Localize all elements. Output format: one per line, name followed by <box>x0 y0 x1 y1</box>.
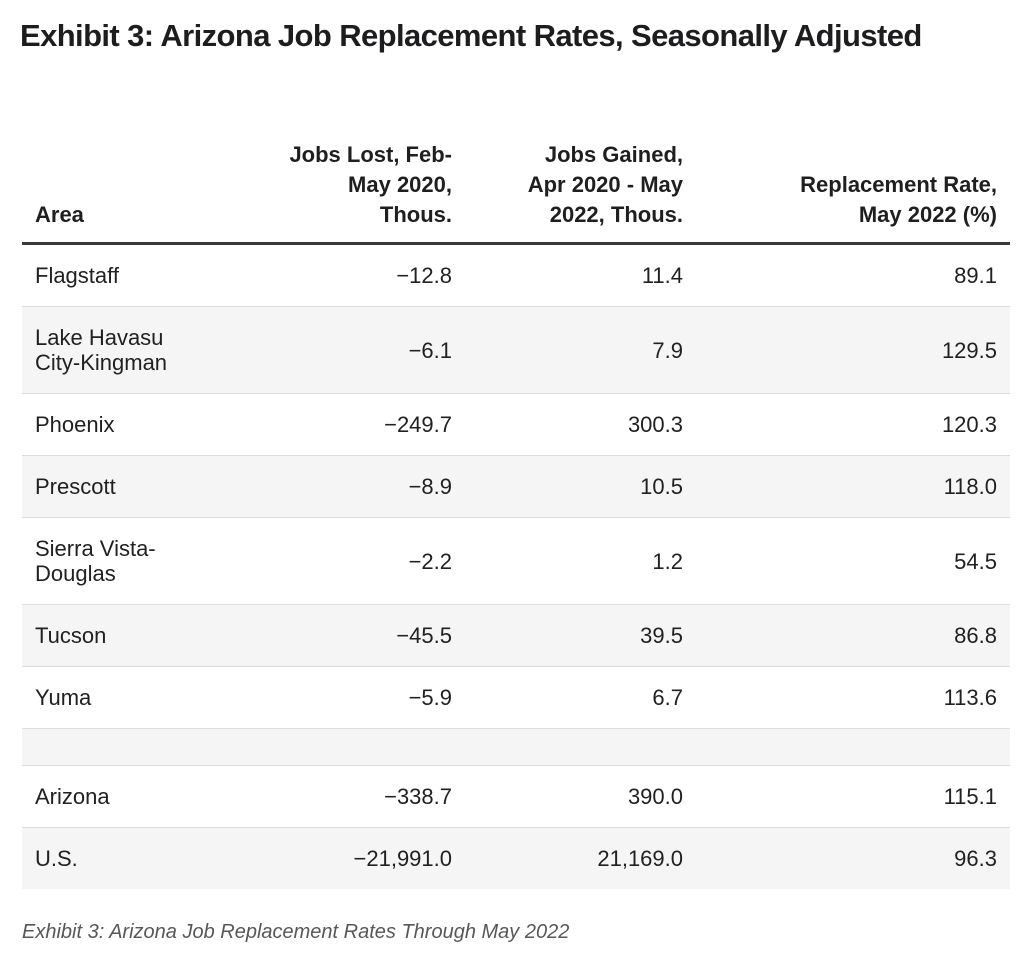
table-row: Phoenix −249.7 300.3 120.3 <box>22 393 1010 456</box>
spacer-cell <box>22 728 1010 766</box>
cell-replacement-rate: 113.6 <box>696 666 1010 729</box>
cell-jobs-lost: −2.2 <box>262 517 465 605</box>
cell-replacement-rate: 129.5 <box>696 306 1010 394</box>
cell-jobs-gained: 7.9 <box>465 306 696 394</box>
table-row: U.S. −21,991.0 21,169.0 96.3 <box>22 827 1010 889</box>
table-row: Sierra Vista- Douglas −2.2 1.2 54.5 <box>22 517 1010 605</box>
cell-area: Tucson <box>22 604 262 667</box>
cell-jobs-lost: −249.7 <box>262 393 465 456</box>
cell-area: Prescott <box>22 455 262 518</box>
column-header-replacement-rate: Replacement Rate, May 2022 (%) <box>696 140 1010 245</box>
cell-jobs-lost: −12.8 <box>396 263 452 288</box>
cell-replacement-rate: 54.5 <box>696 517 1010 605</box>
replacement-rates-table: Area Jobs Lost, Feb- May 2020, Thous. Jo… <box>22 140 1010 889</box>
cell-area: Arizona <box>22 765 262 828</box>
cell-jobs-gained: 300.3 <box>465 393 696 456</box>
header-row: Area Jobs Lost, Feb- May 2020, Thous. Jo… <box>22 140 1010 245</box>
cell-replacement-rate: 89.1 <box>954 263 997 288</box>
cell-area: Sierra Vista- Douglas <box>22 517 262 605</box>
table-row: Flagstaff −12.8 11.4 89.1 <box>22 244 1010 307</box>
cell-area: Flagstaff <box>35 263 119 288</box>
page-title: Exhibit 3: Arizona Job Replacement Rates… <box>20 18 922 53</box>
table-body: Flagstaff −12.8 11.4 89.1 Lake Havasu City-K… <box>22 244 1010 889</box>
table-row: Lake Havasu City-Kingman −6.1 7.9 129.5 <box>22 306 1010 394</box>
cell-jobs-gained: 6.7 <box>465 666 696 729</box>
cell-area: Lake Havasu City-Kingman <box>22 306 262 394</box>
table-row: Prescott −8.9 10.5 118.0 <box>22 455 1010 518</box>
cell-jobs-lost: −6.1 <box>262 306 465 394</box>
cell-jobs-lost: −21,991.0 <box>262 827 465 889</box>
table-container: Area Jobs Lost, Feb- May 2020, Thous. Jo… <box>22 140 1010 889</box>
table-caption: Exhibit 3: Arizona Job Replacement Rates… <box>22 921 570 943</box>
cell-jobs-gained: 10.5 <box>465 455 696 518</box>
cell-jobs-lost: −5.9 <box>262 666 465 729</box>
cell-jobs-gained: 390.0 <box>465 765 696 828</box>
table-header: Area Jobs Lost, Feb- May 2020, Thous. Jo… <box>22 140 1010 245</box>
cell-area: Yuma <box>22 666 262 729</box>
column-header-jobs-gained: Jobs Gained, Apr 2020 - May 2022, Thous. <box>465 140 696 245</box>
cell-jobs-lost: −8.9 <box>262 455 465 518</box>
cell-replacement-rate: 115.1 <box>696 765 1010 828</box>
cell-area: Phoenix <box>22 393 262 456</box>
cell-jobs-lost: −45.5 <box>262 604 465 667</box>
cell-jobs-gained: 21,169.0 <box>465 827 696 889</box>
cell-jobs-lost: −338.7 <box>262 765 465 828</box>
table-row: Arizona −338.7 390.0 115.1 <box>22 765 1010 828</box>
cell-jobs-gained: 39.5 <box>465 604 696 667</box>
table-row: Tucson −45.5 39.5 86.8 <box>22 604 1010 667</box>
cell-replacement-rate: 120.3 <box>696 393 1010 456</box>
cell-jobs-gained: 11.4 <box>641 263 683 288</box>
cell-replacement-rate: 96.3 <box>696 827 1010 889</box>
cell-replacement-rate: 118.0 <box>696 455 1010 518</box>
cell-jobs-gained: 1.2 <box>465 517 696 605</box>
column-header-jobs-lost: Jobs Lost, Feb- May 2020, Thous. <box>262 140 465 245</box>
cell-replacement-rate: 86.8 <box>696 604 1010 667</box>
column-header-area: Area <box>22 140 262 245</box>
spacer-row <box>22 728 1010 766</box>
cell-area: U.S. <box>22 827 262 889</box>
table-row: Yuma −5.9 6.7 113.6 <box>22 666 1010 729</box>
